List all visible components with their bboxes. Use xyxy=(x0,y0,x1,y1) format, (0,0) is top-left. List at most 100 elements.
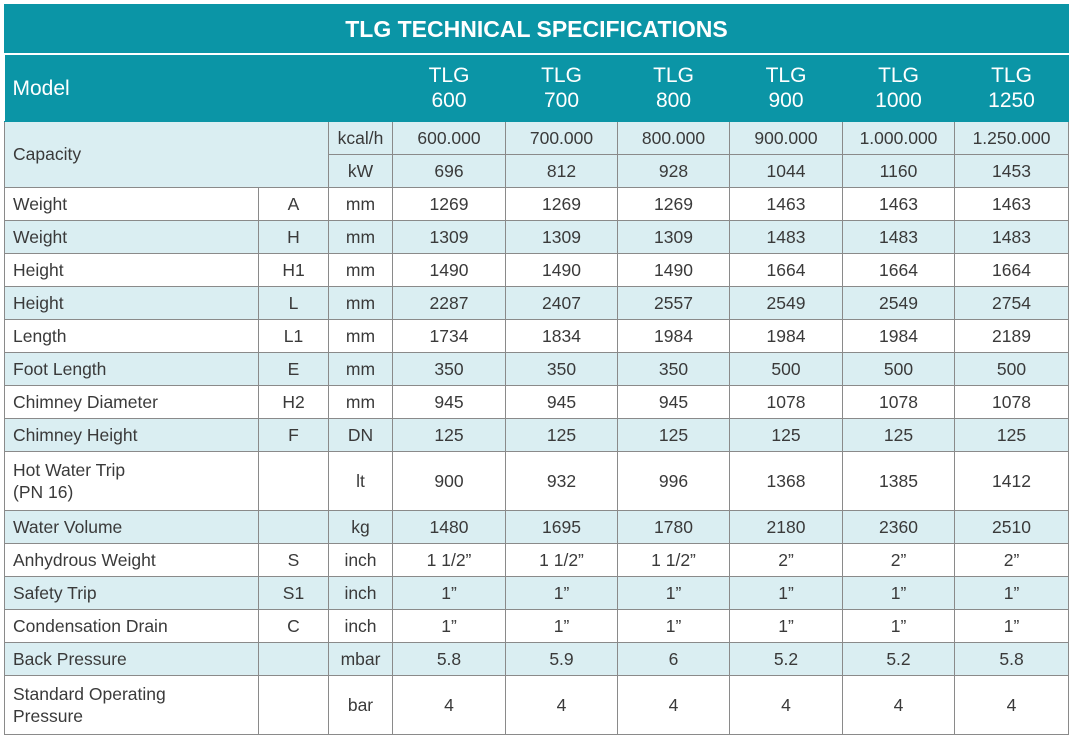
value-cell: 1” xyxy=(392,576,506,610)
row-label-line: Weight xyxy=(13,193,68,214)
value-cell: 996 xyxy=(617,451,730,511)
value-cell: 1780 xyxy=(617,510,730,544)
symbol-cell: C xyxy=(258,609,329,643)
value-cell: 1463 xyxy=(953,187,1070,221)
value-cell: 1” xyxy=(505,609,618,643)
spec-row: Chimney Height F DN 125 125 125 125 125 125 xyxy=(4,418,1070,452)
row-label: Height xyxy=(4,253,259,287)
value-cell: 5.2 xyxy=(842,642,955,676)
value-cell: 2” xyxy=(729,543,843,577)
value-cell: 1984 xyxy=(842,319,955,353)
value-cell: 4 xyxy=(505,675,618,735)
unit-cell: kW xyxy=(328,154,393,188)
row-label-line: Chimney Height xyxy=(13,424,138,445)
spec-row: Chimney Diameter H2 mm 945 945 945 1078 1078 107… xyxy=(4,385,1070,419)
value-cell: 4 xyxy=(842,675,955,735)
value-cell: 2510 xyxy=(953,510,1070,544)
value-cell: 1984 xyxy=(617,319,730,353)
spec-table: TLG TECHNICAL SPECIFICATIONS Model TLG 60… xyxy=(3,4,1070,735)
value-cell: 1490 xyxy=(617,253,730,287)
row-label: Safety Trip xyxy=(4,576,259,610)
model-number: 1000 xyxy=(875,89,922,112)
row-label: Standard Operating Pressure xyxy=(4,675,259,735)
value-cell: 1” xyxy=(729,576,843,610)
value-cell: 1” xyxy=(842,576,955,610)
row-label: Weight xyxy=(4,220,259,254)
value-cell: 932 xyxy=(505,451,618,511)
value-cell: 1664 xyxy=(953,253,1070,287)
value-cell: 1 1/2” xyxy=(505,543,618,577)
value-cell: 1412 xyxy=(953,451,1070,511)
unit-cell: mm xyxy=(328,286,393,320)
value-cell: 812 xyxy=(505,154,618,188)
value-cell: 1453 xyxy=(953,154,1070,188)
value-cell: 600.000 xyxy=(392,121,506,155)
model-column-header: TLG 600 xyxy=(392,53,506,122)
value-cell: 1483 xyxy=(842,220,955,254)
model-column-header: TLG 800 xyxy=(617,53,730,122)
value-cell: 945 xyxy=(617,385,730,419)
symbol-cell: S xyxy=(258,543,329,577)
symbol-cell xyxy=(258,510,329,544)
value-cell: 350 xyxy=(505,352,618,386)
spec-row: Water Volume kg 1480 1695 1780 2180 2360 2510 xyxy=(4,510,1070,544)
value-cell: 5.8 xyxy=(392,642,506,676)
model-column-header: TLG 700 xyxy=(505,53,618,122)
value-cell: 2” xyxy=(842,543,955,577)
row-label: Length xyxy=(4,319,259,353)
value-cell: 2” xyxy=(953,543,1070,577)
value-cell: 1695 xyxy=(505,510,618,544)
value-cell: 1483 xyxy=(953,220,1070,254)
unit-cell: mm xyxy=(328,352,393,386)
value-cell: 2754 xyxy=(953,286,1070,320)
value-cell: 1” xyxy=(729,609,843,643)
value-cell: 125 xyxy=(953,418,1070,452)
value-cell: 1160 xyxy=(842,154,955,188)
value-cell: 125 xyxy=(505,418,618,452)
value-cell: 4 xyxy=(953,675,1070,735)
value-cell: 1309 xyxy=(505,220,618,254)
value-cell: 2180 xyxy=(729,510,843,544)
value-cell: 1309 xyxy=(392,220,506,254)
row-label-line: Height xyxy=(13,259,64,280)
symbol-cell xyxy=(258,642,329,676)
spec-row: Length L1 mm 1734 1834 1984 1984 1984 2189 xyxy=(4,319,1070,353)
row-label: Water Volume xyxy=(4,510,259,544)
value-cell: 700.000 xyxy=(505,121,618,155)
symbol-cell: F xyxy=(258,418,329,452)
model-header: Model xyxy=(4,53,393,122)
unit-cell: bar xyxy=(328,675,393,735)
value-cell: 2557 xyxy=(617,286,730,320)
value-cell: 350 xyxy=(392,352,506,386)
unit-cell: inch xyxy=(328,609,393,643)
row-label: Condensation Drain xyxy=(4,609,259,643)
value-cell: 1” xyxy=(505,576,618,610)
model-number: 600 xyxy=(431,89,467,112)
row-label-line: Length xyxy=(13,325,67,346)
value-cell: 500 xyxy=(729,352,843,386)
row-label: Weight xyxy=(4,187,259,221)
row-label-line: Foot Length xyxy=(13,358,107,379)
spec-row: Back Pressure mbar 5.8 5.9 6 5.2 5.2 5.8 xyxy=(4,642,1070,676)
value-cell: 2407 xyxy=(505,286,618,320)
row-label-line: Chimney Diameter xyxy=(13,391,158,412)
row-label: Chimney Diameter xyxy=(4,385,259,419)
value-cell: 2549 xyxy=(729,286,843,320)
model-series: TLG xyxy=(878,64,919,87)
spec-row: Safety Trip S1 inch 1” 1” 1” 1” 1” 1” xyxy=(4,576,1070,610)
value-cell: 1.000.000 xyxy=(842,121,955,155)
table-title: TLG TECHNICAL SPECIFICATIONS xyxy=(3,4,1070,55)
value-cell: 945 xyxy=(505,385,618,419)
capacity-label: Capacity xyxy=(4,121,329,188)
value-cell: 6 xyxy=(617,642,730,676)
symbol-cell xyxy=(258,451,329,511)
value-cell: 900 xyxy=(392,451,506,511)
capacity-row-kw: kW 696 812 928 1044 1160 1453 xyxy=(5,154,1070,188)
row-label-line: Water Volume xyxy=(13,516,123,537)
row-label: Hot Water Trip (PN 16) xyxy=(4,451,259,511)
unit-cell: inch xyxy=(328,543,393,577)
value-cell: 1463 xyxy=(842,187,955,221)
